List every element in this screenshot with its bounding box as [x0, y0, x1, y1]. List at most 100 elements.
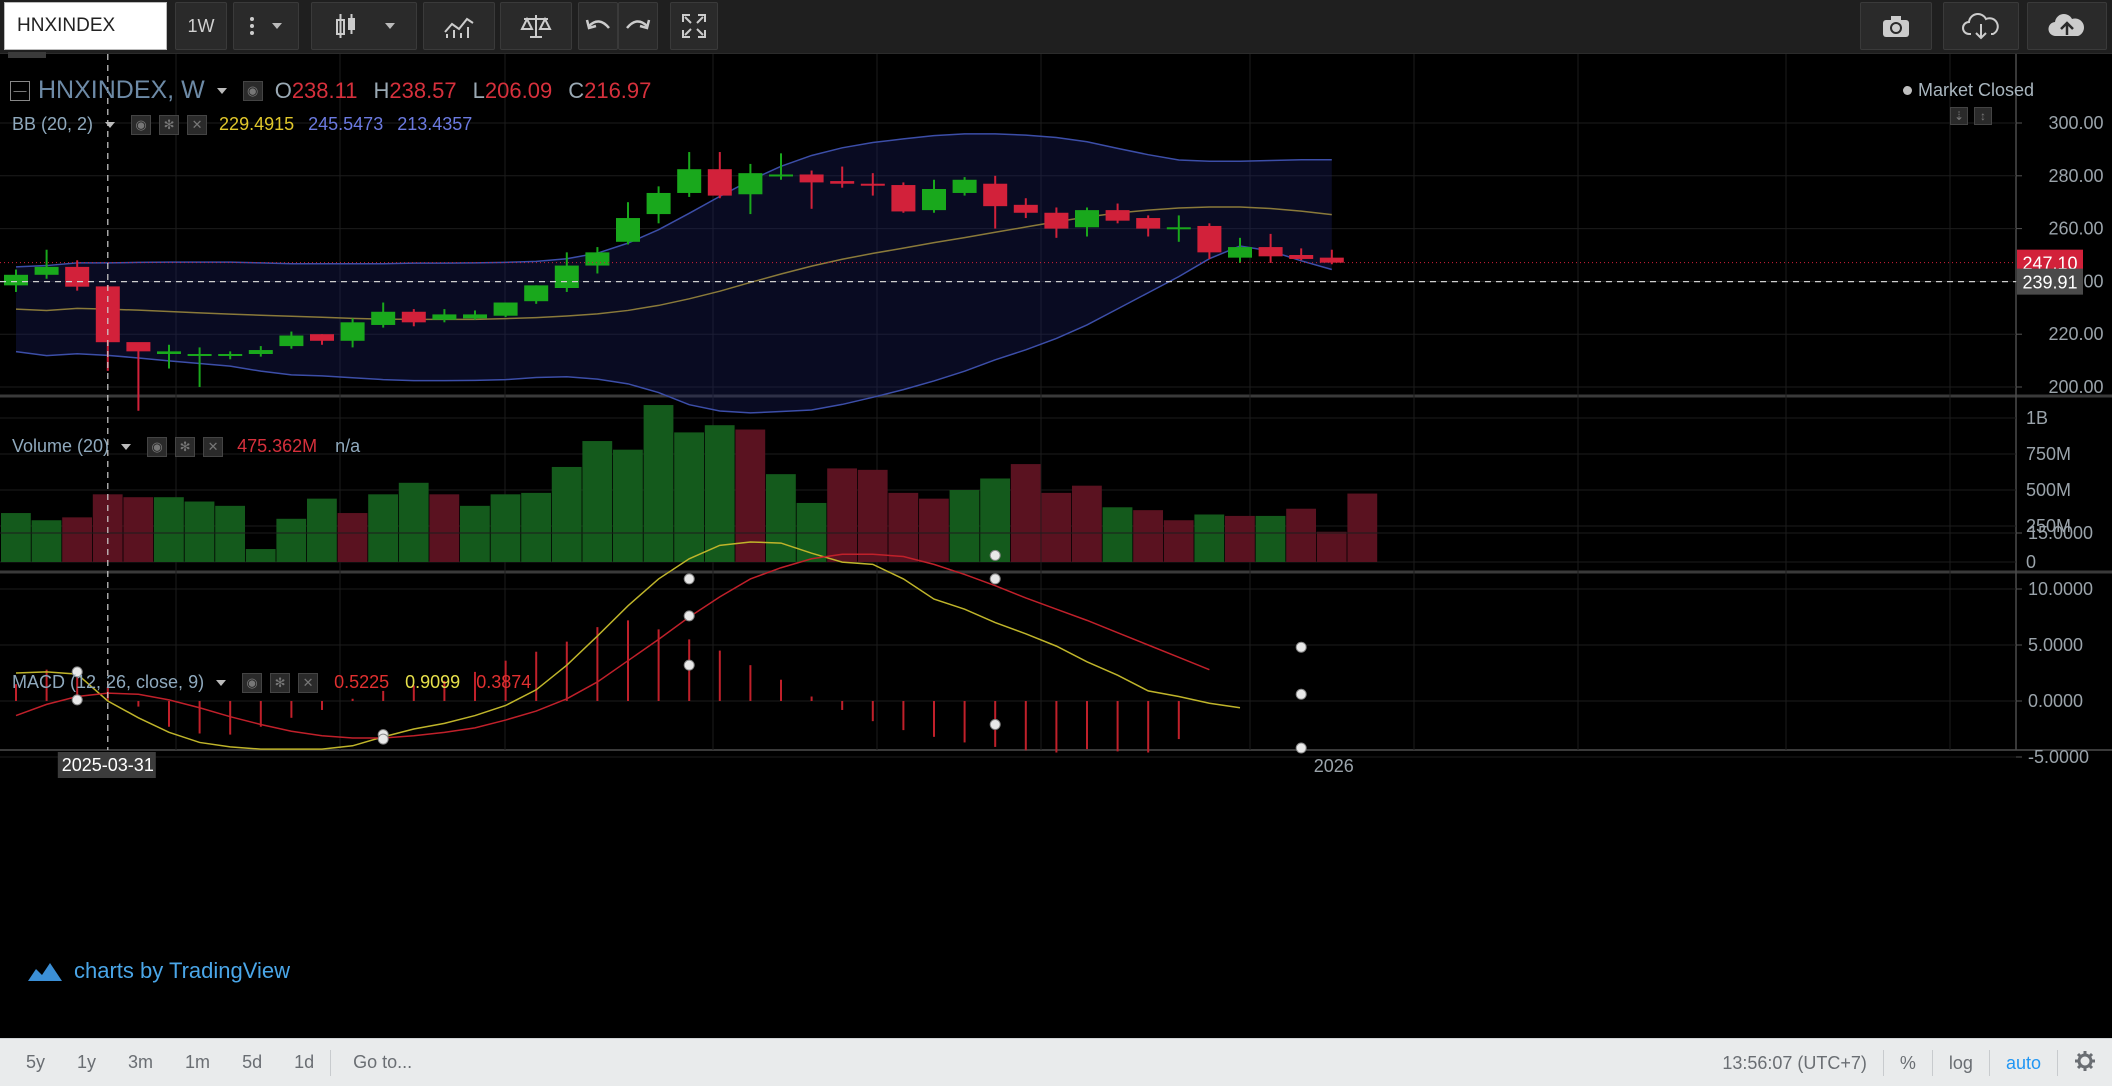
volume-bar	[62, 517, 92, 562]
close-icon[interactable]: ✕	[187, 114, 208, 135]
close-icon[interactable]: ✕	[203, 436, 224, 457]
bottom-toolbar: 5y 1y 3m 1m 5d 1d Go to... 13:56:07 (UTC…	[0, 1038, 2112, 1086]
snapshot-button[interactable]	[1860, 2, 1932, 50]
chart-canvas[interactable]: 200.00220.00240.00260.00280.00300.00247.…	[0, 54, 2112, 1038]
volume-title[interactable]: Volume (20)	[12, 436, 110, 456]
volume-bar	[1102, 507, 1133, 562]
macd-axis-label: 5.0000	[2028, 635, 2083, 655]
collapse-icon[interactable]: —	[10, 80, 30, 101]
volume-bar	[1347, 493, 1378, 562]
price-axis-label: 200.00	[2048, 377, 2103, 397]
range-1m[interactable]: 1m	[185, 1052, 211, 1072]
drawing-anchor-point	[683, 659, 695, 671]
indicators-button[interactable]	[423, 2, 495, 50]
macd-title[interactable]: MACD (12, 26, close, 9)	[12, 672, 205, 692]
volume-axis-label: 250M	[2026, 516, 2071, 536]
settings-button[interactable]	[2058, 1050, 2112, 1077]
auto-toggle[interactable]: auto	[2005, 1052, 2041, 1073]
arrow-down-icon[interactable]: ⇣	[1950, 107, 1968, 125]
macd-axis-label: -5.0000	[2028, 747, 2089, 767]
candle-body	[401, 311, 426, 323]
candle-body	[830, 181, 855, 184]
chevron-down-icon[interactable]	[216, 87, 227, 94]
drag-handle[interactable]	[8, 52, 46, 58]
undo-icon	[585, 19, 610, 30]
volume-bar	[1255, 515, 1286, 562]
load-chart-button[interactable]	[1943, 2, 2019, 50]
chevron-down-icon[interactable]	[105, 121, 116, 128]
candle-body	[187, 354, 212, 356]
candle-body	[432, 314, 457, 320]
candle-body	[1289, 255, 1314, 259]
candle-body	[279, 335, 304, 347]
symbol-input[interactable]	[4, 2, 167, 50]
macd-signal-value: 0.3874	[476, 672, 532, 692]
drawing-anchor-point	[1295, 641, 1307, 653]
divider	[2057, 1050, 2058, 1076]
tradingview-watermark[interactable]: charts by TradingView	[26, 958, 290, 984]
volume-bar	[766, 474, 796, 562]
eye-icon[interactable]: ◉	[242, 672, 263, 693]
close-label: C	[568, 77, 585, 103]
chart-style-button[interactable]	[311, 2, 417, 50]
eye-icon[interactable]: ◉	[131, 114, 152, 135]
bb-upper-line	[15, 133, 1332, 268]
percent-toggle[interactable]: %	[1899, 1052, 1916, 1073]
gear-icon[interactable]: ✻	[175, 436, 196, 457]
volume-bar	[796, 502, 827, 562]
candle-body	[310, 334, 334, 341]
bb-title[interactable]: BB (20, 2)	[12, 114, 94, 134]
chevron-down-icon	[272, 23, 282, 29]
symbol-title[interactable]: HNXINDEX, W	[38, 76, 205, 104]
chart-stage[interactable]: 200.00220.00240.00260.00280.00300.00247.…	[0, 54, 2112, 1038]
undo-button[interactable]	[578, 2, 618, 50]
candle-body	[1013, 204, 1038, 213]
range-3m[interactable]: 3m	[128, 1052, 154, 1072]
interval-button[interactable]: 1W	[175, 2, 227, 50]
divider	[330, 1049, 332, 1076]
indicators-icon	[444, 17, 474, 38]
range-5d[interactable]: 5d	[242, 1052, 263, 1072]
range-1y[interactable]: 1y	[77, 1052, 97, 1072]
drawing-anchor-point	[1295, 742, 1307, 754]
candle-body	[1197, 225, 1222, 253]
candle-body	[585, 252, 610, 266]
eye-icon[interactable]: ◉	[242, 80, 263, 101]
redo-button[interactable]	[618, 2, 658, 50]
interval-menu-button[interactable]	[233, 2, 299, 50]
close-icon[interactable]: ✕	[298, 672, 319, 693]
chevron-down-icon[interactable]	[216, 679, 227, 686]
candle-body	[646, 192, 671, 215]
range-5y[interactable]: 5y	[26, 1052, 46, 1072]
status-dot-icon	[1902, 86, 1912, 95]
save-chart-button[interactable]	[2027, 2, 2107, 50]
log-toggle[interactable]: log	[1948, 1052, 1973, 1073]
macd-hist-value: 0.5225	[334, 672, 390, 692]
volume-bar	[613, 449, 643, 562]
fullscreen-button[interactable]	[670, 2, 718, 50]
gear-icon[interactable]: ✻	[270, 672, 291, 693]
volume-legend: Volume (20) ◉ ✻ ✕ 475.362M n/a	[12, 436, 360, 457]
range-1d[interactable]: 1d	[294, 1052, 315, 1072]
chevron-down-icon[interactable]	[121, 443, 132, 450]
price-axis-label: 280.00	[2048, 166, 2103, 186]
volume-bar	[919, 498, 949, 562]
volume-value: 475.362M	[237, 436, 318, 456]
candle-body	[1075, 210, 1099, 228]
volume-ma-value: n/a	[335, 436, 361, 456]
volume-bar	[1041, 492, 1072, 562]
candle-body	[707, 169, 732, 196]
arrows-updown-icon[interactable]: ↕	[1974, 107, 1992, 125]
eye-icon[interactable]: ◉	[147, 436, 168, 457]
camera-icon	[1883, 16, 1909, 37]
volume-bar	[888, 492, 919, 562]
volume-bar	[460, 505, 490, 562]
macd-axis-label: 0.0000	[2028, 691, 2083, 711]
volume-bar	[827, 468, 857, 562]
volume-bar	[1225, 515, 1255, 562]
goto-button[interactable]: Go to...	[353, 1052, 413, 1072]
gear-icon[interactable]: ✻	[159, 114, 180, 135]
volume-bar	[1072, 485, 1102, 562]
candle-body	[677, 169, 702, 193]
compare-button[interactable]	[500, 2, 572, 50]
